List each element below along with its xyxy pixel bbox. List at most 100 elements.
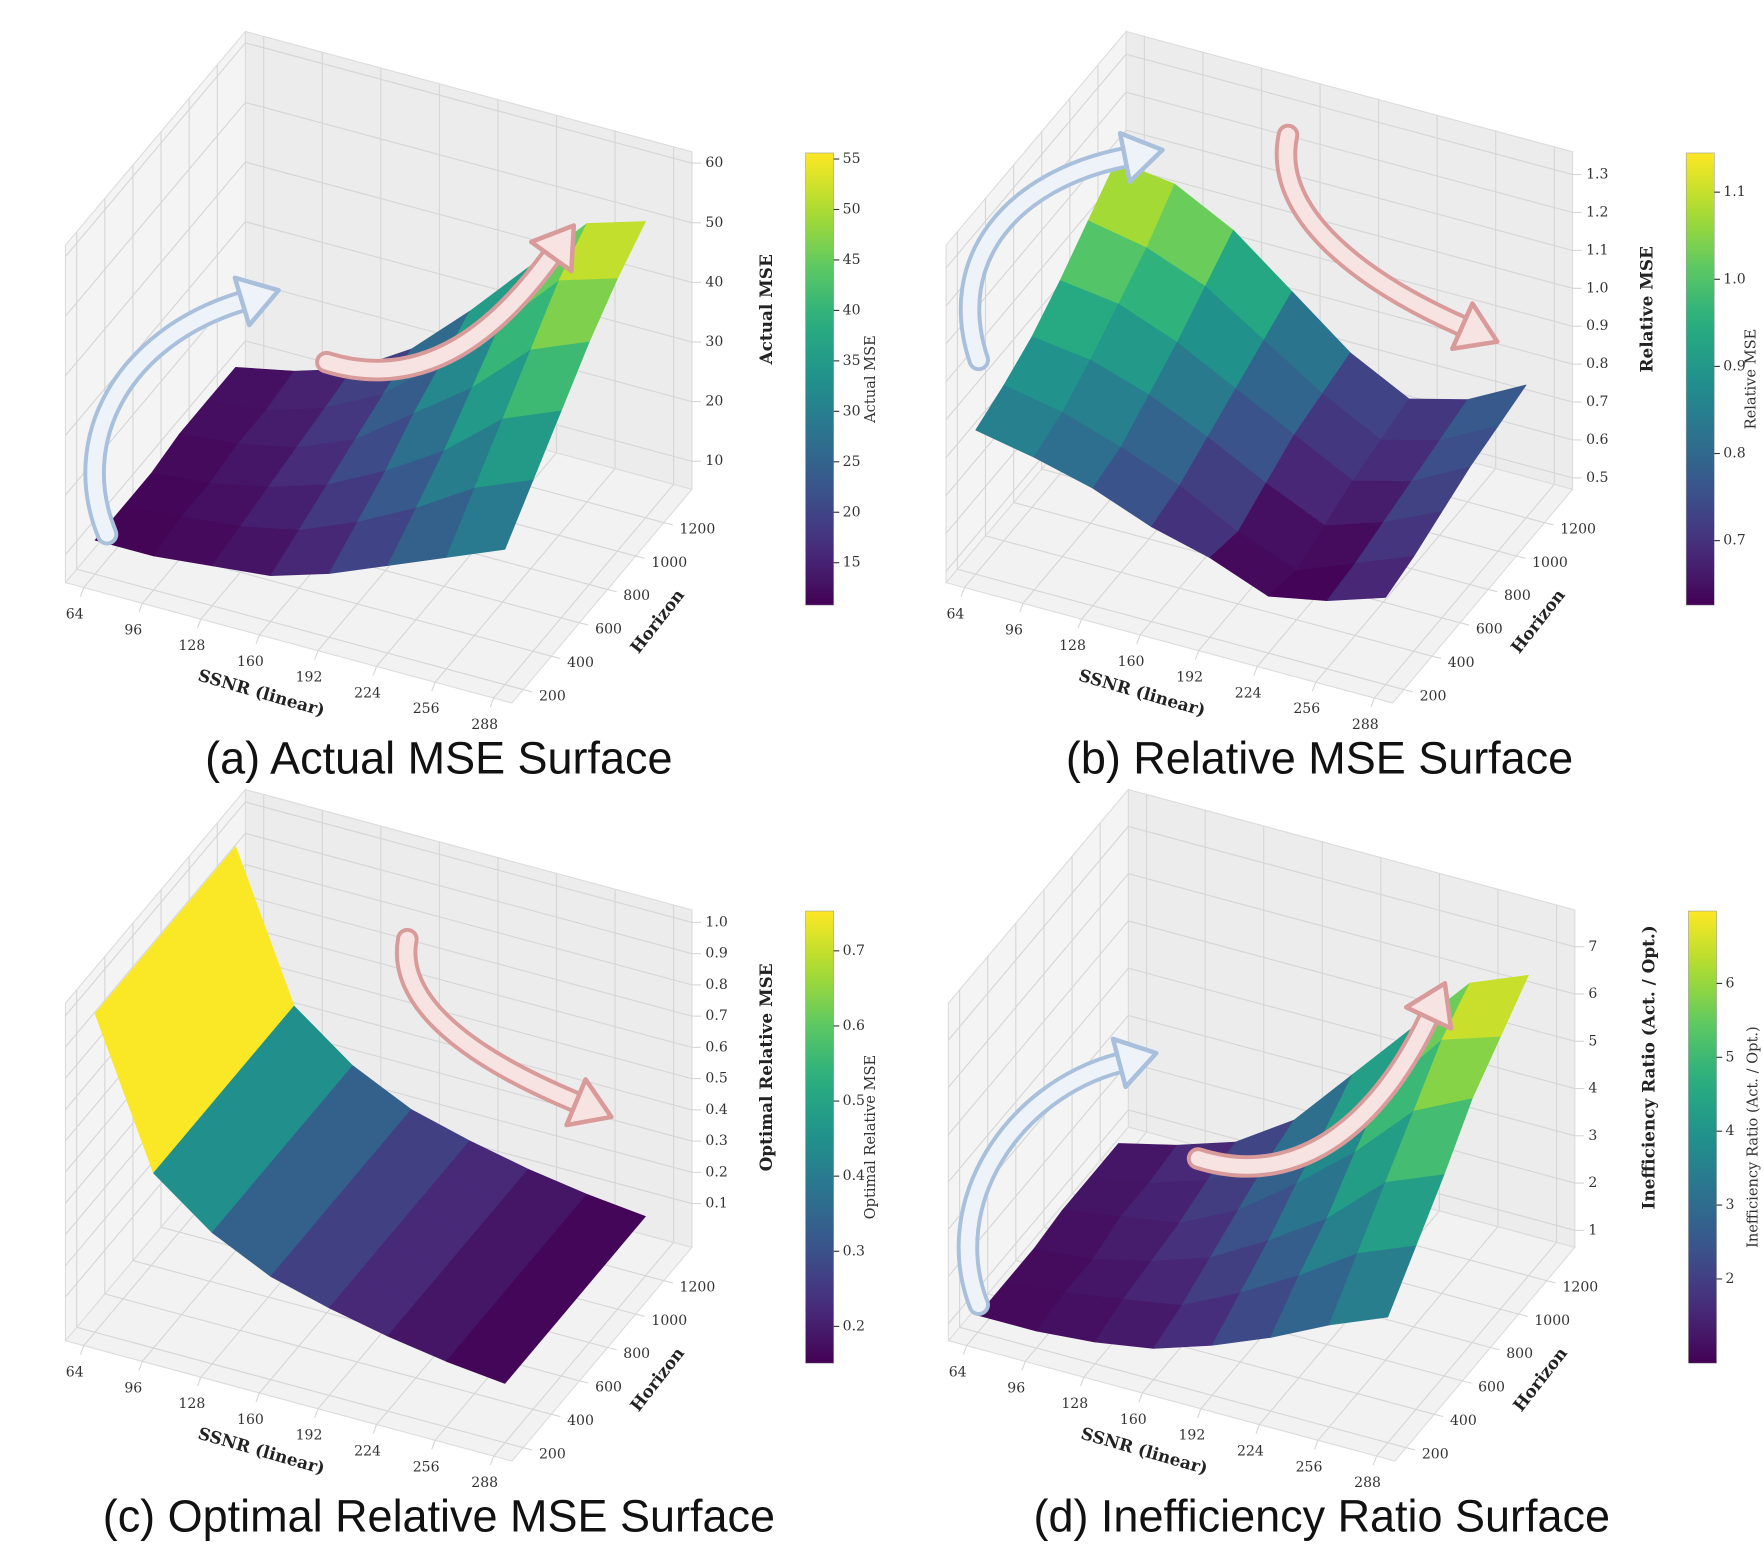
z-tick-label: 1 xyxy=(1588,1222,1597,1238)
tick-mark xyxy=(255,634,260,645)
grid-line xyxy=(65,221,246,436)
tick-mark xyxy=(1490,1346,1500,1351)
z-tick-label: 0.5 xyxy=(705,1071,727,1087)
y-tick-label: 200 xyxy=(1422,1446,1449,1462)
tick-mark xyxy=(551,1413,561,1418)
x-tick-label: 256 xyxy=(1293,701,1320,717)
tick-mark xyxy=(607,1346,617,1351)
y-tick-label: 1000 xyxy=(1532,555,1568,571)
tick-mark xyxy=(1462,1380,1472,1384)
tick-mark xyxy=(579,1380,589,1384)
z-tick-label: 6 xyxy=(1588,986,1597,1002)
y-tick-label: 600 xyxy=(1478,1380,1505,1396)
y-tick-label: 400 xyxy=(567,655,594,671)
surface-facet xyxy=(446,479,534,558)
colorbar-tick-label: 0.2 xyxy=(843,1318,865,1334)
tick-mark xyxy=(1405,1447,1416,1451)
z-tick-label: 40 xyxy=(705,274,723,290)
x-tick-label: 96 xyxy=(124,622,142,638)
x-tick-label: 160 xyxy=(1120,1412,1147,1428)
z-tick-label: 0.6 xyxy=(705,1039,727,1055)
colorbar-tick-label: 30 xyxy=(843,403,861,419)
tick-mark xyxy=(1370,697,1375,708)
x-tick-label: 192 xyxy=(296,670,323,686)
x-tick-label: 160 xyxy=(237,1412,264,1428)
grid-line xyxy=(947,826,1129,1041)
x-tick-label: 128 xyxy=(1059,638,1086,654)
colorbar-tick-label: 2 xyxy=(1726,1271,1735,1287)
z-tick-label: 5 xyxy=(1588,1033,1597,1049)
x-tick-label: 256 xyxy=(1296,1459,1323,1475)
grid-line xyxy=(493,483,675,699)
grid-line xyxy=(1373,483,1555,699)
colorbar-tick-label: 4 xyxy=(1726,1123,1735,1139)
colorbar-tick-label: 20 xyxy=(843,504,861,520)
colorbar-tick-label: 0.8 xyxy=(1723,446,1745,462)
z-tick-label: 0.8 xyxy=(1586,356,1608,372)
tick-mark xyxy=(138,1361,143,1371)
tick-mark xyxy=(1546,1280,1556,1284)
tick-mark xyxy=(314,650,319,660)
z-tick-label: 10 xyxy=(705,453,723,469)
tick-mark xyxy=(1518,1313,1528,1317)
tick-mark xyxy=(663,1280,673,1284)
caption: (c) Optimal Relative MSE Surface xyxy=(103,1490,775,1541)
z-tick-label: 1.2 xyxy=(1586,204,1608,220)
grid-line xyxy=(947,873,1129,1088)
colorbar xyxy=(805,152,834,606)
tick-mark xyxy=(1372,1455,1378,1466)
colorbar-tick-label: 6 xyxy=(1726,975,1735,991)
tick-mark xyxy=(962,1345,968,1355)
z-tick-label: 0.7 xyxy=(1586,394,1608,410)
z-tick-label: 0.2 xyxy=(705,1164,727,1180)
y-tick-label: 800 xyxy=(1504,588,1531,604)
tick-mark xyxy=(1253,666,1258,676)
caption: (b) Relative MSE Surface xyxy=(1066,732,1573,783)
tick-mark xyxy=(1311,682,1317,692)
tick-mark xyxy=(489,697,495,708)
grid-line xyxy=(76,1326,524,1449)
z-tick-label: 2 xyxy=(1588,1175,1597,1191)
grid-line xyxy=(245,895,693,1017)
grid-line xyxy=(1125,53,1573,176)
x-tick-label: 64 xyxy=(949,1365,967,1381)
tick-mark xyxy=(579,622,589,626)
grid-line xyxy=(76,568,524,691)
tick-mark xyxy=(1136,634,1141,645)
x-tick-label: 288 xyxy=(471,1475,498,1491)
tick-mark xyxy=(372,666,378,676)
colorbar-tick-label: 3 xyxy=(1726,1197,1735,1213)
y-tick-label: 1000 xyxy=(651,555,687,571)
tick-mark xyxy=(523,689,533,693)
z-tick-label: 1.0 xyxy=(705,914,727,930)
x-tick-label: 64 xyxy=(66,607,84,623)
grid-line xyxy=(985,535,1433,657)
y-tick-label: 600 xyxy=(595,1380,622,1396)
x-tick-label: 128 xyxy=(178,638,205,654)
grid-line xyxy=(245,832,693,955)
colorbar-tick-label: 40 xyxy=(843,302,861,318)
colorbar-tick-label: 1.0 xyxy=(1723,271,1745,287)
grid-line xyxy=(104,1293,552,1415)
x-tick-label: 256 xyxy=(413,1459,440,1475)
x-tick-label: 288 xyxy=(471,717,498,733)
z-axis-label: Inefficiency Ratio (Act. / Opt.) xyxy=(1639,925,1659,1209)
x-tick-label: 128 xyxy=(178,1396,205,1412)
z-tick-label: 0.7 xyxy=(705,1008,727,1024)
tick-mark xyxy=(1431,655,1442,660)
tick-mark xyxy=(255,1392,260,1403)
annotation-arrows xyxy=(83,123,1500,1316)
grid-line xyxy=(65,42,246,257)
colorbar-tick-label: 0.3 xyxy=(843,1243,865,1259)
x-tick-label: 160 xyxy=(237,654,264,670)
tick-mark xyxy=(1459,622,1470,626)
z-tick-label: 3 xyxy=(1588,1128,1597,1144)
tick-mark xyxy=(1403,689,1414,693)
grid-line xyxy=(945,53,1127,269)
tick-mark xyxy=(196,1376,202,1387)
tick-mark xyxy=(1314,1440,1319,1450)
tick-mark xyxy=(523,1447,533,1451)
x-tick-label: 256 xyxy=(413,701,440,717)
grid-line xyxy=(245,863,693,986)
